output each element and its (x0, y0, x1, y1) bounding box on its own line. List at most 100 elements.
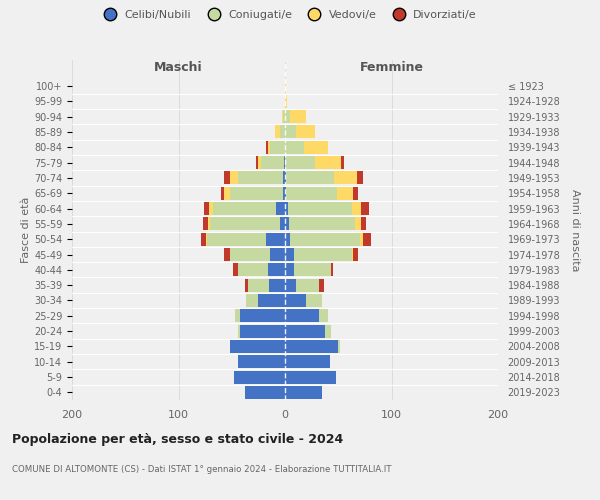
Bar (315, 156, 341, 169)
Bar (341, 156, 344, 169)
Bar (293, 248, 352, 261)
Legend: Celibi/Nubili, Coniugati/e, Vedovi/e, Divorziati/e: Celibi/Nubili, Coniugati/e, Vedovi/e, Di… (95, 6, 481, 25)
Bar (201, 232, 206, 245)
Bar (285, 126, 296, 138)
Bar (283, 186, 285, 200)
Bar (224, 248, 230, 261)
Bar (296, 278, 319, 291)
Y-axis label: Anni di nascita: Anni di nascita (570, 188, 580, 271)
Bar (285, 156, 315, 169)
Bar (353, 186, 358, 200)
Bar (211, 218, 280, 230)
Bar (285, 370, 336, 384)
Bar (337, 186, 353, 200)
Bar (285, 355, 330, 368)
Bar (230, 186, 283, 200)
Bar (203, 218, 208, 230)
Bar (268, 264, 285, 276)
Bar (361, 218, 366, 230)
Bar (238, 172, 283, 184)
Bar (285, 110, 290, 123)
Text: Femmine: Femmine (359, 61, 424, 74)
Bar (277, 202, 285, 215)
Bar (266, 141, 268, 154)
Bar (270, 141, 285, 154)
Bar (307, 294, 322, 307)
Bar (290, 110, 307, 123)
Bar (283, 172, 285, 184)
Bar (285, 340, 338, 353)
Bar (238, 324, 240, 338)
Bar (285, 248, 293, 261)
Bar (285, 386, 322, 399)
Bar (319, 278, 325, 291)
Bar (296, 126, 315, 138)
Bar (288, 202, 352, 215)
Bar (285, 294, 307, 307)
Bar (353, 248, 358, 261)
Text: Popolazione per età, sesso e stato civile - 2024: Popolazione per età, sesso e stato civil… (12, 432, 343, 446)
Bar (224, 186, 230, 200)
Bar (245, 278, 248, 291)
Bar (238, 264, 268, 276)
Bar (238, 355, 285, 368)
Bar (240, 310, 285, 322)
Bar (259, 294, 285, 307)
Bar (334, 172, 358, 184)
Bar (285, 80, 286, 92)
Bar (245, 386, 285, 399)
Bar (234, 370, 285, 384)
Bar (280, 218, 285, 230)
Bar (289, 218, 355, 230)
Bar (260, 156, 284, 169)
Bar (325, 324, 331, 338)
Bar (286, 172, 334, 184)
Bar (233, 264, 238, 276)
Bar (285, 264, 293, 276)
Bar (285, 310, 319, 322)
Bar (230, 248, 270, 261)
Bar (266, 232, 285, 245)
Bar (285, 232, 290, 245)
Bar (275, 126, 280, 138)
Bar (221, 186, 224, 200)
Bar (259, 156, 260, 169)
Bar (282, 110, 283, 123)
Bar (285, 141, 304, 154)
Bar (248, 278, 269, 291)
Bar (256, 156, 259, 169)
Bar (359, 232, 363, 245)
Bar (209, 202, 212, 215)
Bar (285, 324, 325, 338)
Bar (212, 202, 277, 215)
Bar (245, 294, 259, 307)
Bar (224, 172, 230, 184)
Bar (285, 172, 286, 184)
Bar (269, 278, 285, 291)
Bar (240, 324, 285, 338)
Bar (268, 141, 270, 154)
Bar (270, 248, 285, 261)
Bar (285, 186, 286, 200)
Bar (331, 264, 333, 276)
Bar (286, 186, 337, 200)
Bar (206, 232, 207, 245)
Bar (280, 126, 285, 138)
Bar (361, 202, 369, 215)
Bar (363, 232, 371, 245)
Bar (285, 218, 289, 230)
Text: COMUNE DI ALTOMONTE (CS) - Dati ISTAT 1° gennaio 2024 - Elaborazione TUTTITALIA.: COMUNE DI ALTOMONTE (CS) - Dati ISTAT 1°… (12, 466, 392, 474)
Bar (352, 202, 361, 215)
Bar (207, 232, 266, 245)
Bar (208, 218, 211, 230)
Bar (285, 278, 296, 291)
Bar (230, 172, 238, 184)
Y-axis label: Fasce di età: Fasce di età (21, 197, 31, 263)
Bar (352, 248, 353, 261)
Bar (284, 156, 285, 169)
Bar (283, 110, 285, 123)
Bar (235, 310, 240, 322)
Bar (204, 202, 209, 215)
Bar (355, 218, 361, 230)
Bar (285, 95, 287, 108)
